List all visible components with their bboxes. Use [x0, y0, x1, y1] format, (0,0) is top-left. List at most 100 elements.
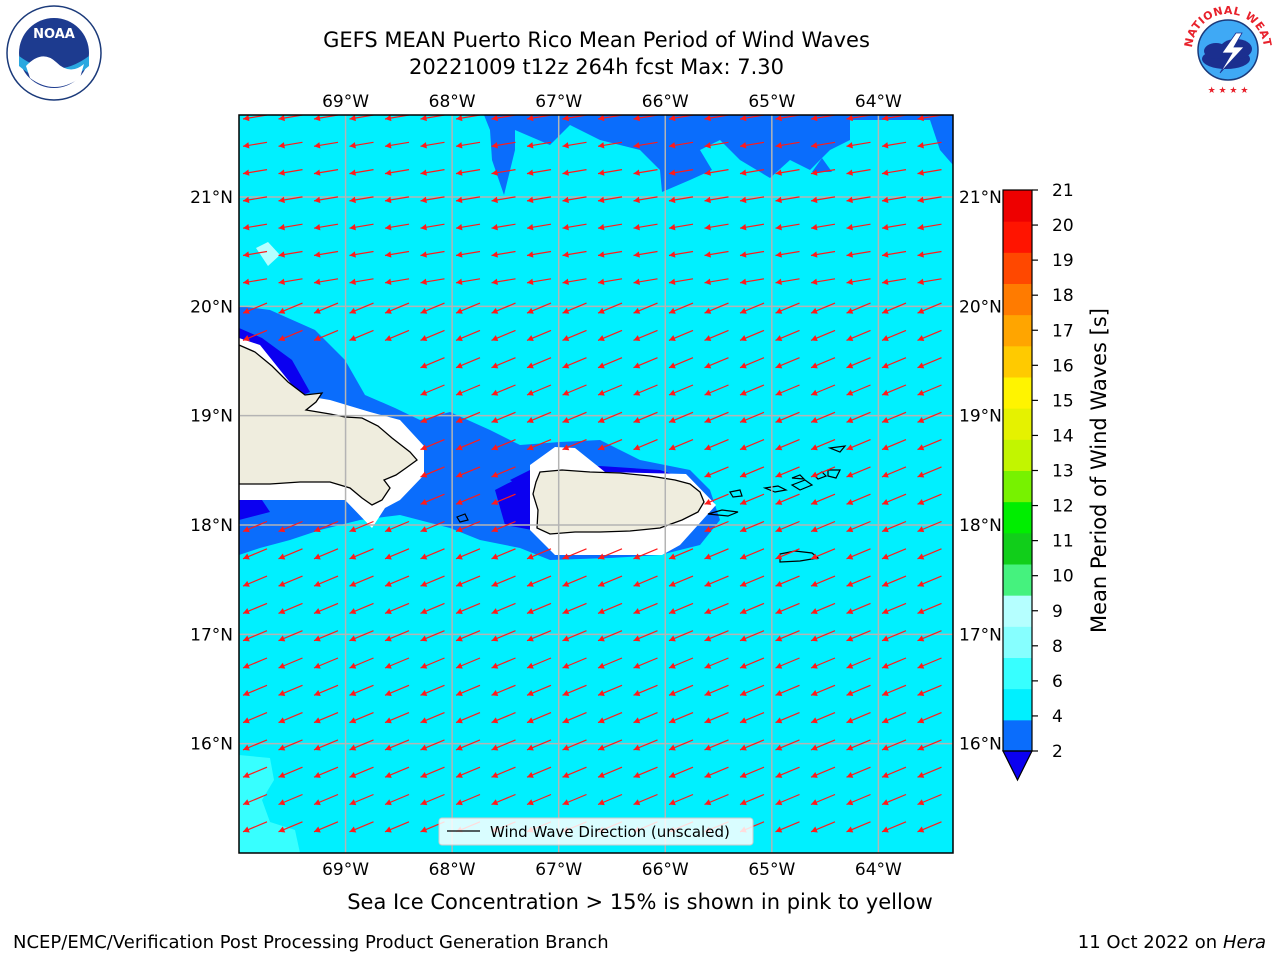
colorbar: 2 4 6 8 9 10 11 12 13 14 15 16 17 18 19 20 21 Mean Period… [1002, 181, 1111, 782]
wind-arrow-head [633, 799, 641, 806]
wind-arrow-head [491, 389, 499, 396]
wind-arrow-head [846, 142, 853, 149]
wind-arrow-head [598, 278, 605, 285]
wind-arrow-head [562, 717, 570, 724]
wind-arrow-head [562, 662, 570, 669]
wind-arrow-head [598, 635, 605, 642]
wind-arrow-head [491, 690, 499, 696]
wind-arrow-head [562, 278, 569, 285]
wind-arrow-head [846, 498, 854, 505]
wind-arrow-head [278, 690, 286, 696]
wind-arrow-head [314, 526, 321, 533]
wind-arrow-head [882, 471, 889, 478]
wind-arrow-head [775, 799, 783, 806]
wind-arrow-head [811, 224, 818, 231]
wind-arrow-head [846, 580, 854, 587]
lat-tick-label: 16°N [959, 735, 1002, 755]
wind-arrows [242, 115, 942, 833]
land-culebra [729, 489, 743, 498]
wind-arrow-head [314, 278, 321, 285]
wind-arrow-head [740, 362, 747, 369]
wind-arrow-head [598, 362, 605, 369]
wind-arrow-head [775, 526, 783, 533]
colorbar-tick-label: 21 [1052, 181, 1074, 201]
wind-arrow-head [598, 690, 605, 696]
wind-arrow-head [420, 471, 428, 478]
lat-tick-label: 17°N [959, 625, 1002, 645]
wind-arrow-head [491, 251, 498, 258]
footer-date: 11 Oct 2022 on Hera [1078, 932, 1266, 953]
wind-arrow-head [704, 799, 712, 806]
wind-arrow-head [704, 662, 712, 669]
wind-arrow-head [704, 553, 712, 560]
plot-subtitle: 20221009 t12z 264h fcst Max: 7.30 [409, 55, 784, 79]
wind-arrow-head [811, 635, 818, 642]
wind-arrow-head [491, 771, 499, 778]
wind-arrow-head [314, 224, 321, 231]
wind-arrow-head [811, 444, 818, 451]
wind-arrow-head [882, 690, 889, 696]
wind-arrow-head [456, 717, 463, 724]
wind-arrow-head [917, 196, 924, 204]
wind-arrow-head [243, 335, 250, 342]
wind-arrow-head [669, 608, 676, 615]
wind-arrow-head [562, 115, 569, 122]
wind-arrow-head [278, 251, 285, 258]
wind-arrow-head [562, 580, 570, 587]
wind-arrow-head [704, 471, 712, 478]
wind-arrow-head [456, 444, 463, 451]
wind-arrow-head [598, 771, 605, 778]
wind-arrow-head [633, 278, 640, 285]
wind-arrow-head [527, 553, 534, 560]
wind-arrow-head [917, 417, 925, 423]
wind-arrow-head [456, 526, 463, 533]
plot-frame [238, 114, 954, 854]
wind-arrow-head [846, 635, 854, 642]
wind-arrow-head [385, 771, 392, 778]
wind-arrow-head [385, 580, 392, 587]
colorbar-segment [1003, 252, 1032, 284]
wind-arrow-head [633, 717, 641, 724]
wind-arrow-head [846, 608, 854, 615]
wind-arrow-head [456, 142, 463, 149]
wind-arrow-head [882, 115, 889, 122]
wind-arrow-head [846, 662, 854, 669]
wind-arrow-head [527, 744, 534, 751]
colorbar-tick-label: 20 [1052, 216, 1074, 236]
lat-tick-label: 18°N [190, 516, 233, 536]
wind-arrow-head [740, 224, 747, 231]
wind-arrow-head [740, 744, 747, 751]
wind-arrow-head [775, 662, 783, 669]
wind-arrow-head [527, 389, 534, 396]
wind-arrow-head [598, 307, 605, 314]
wind-arrow-head [704, 362, 712, 369]
wind-arrow-head [846, 444, 854, 451]
wind-arrow-head [456, 224, 463, 231]
wind-arrow-head [633, 389, 641, 396]
wind-arrow-head [811, 771, 818, 778]
wind-arrow-head [917, 444, 925, 451]
wind-arrow-head [740, 389, 747, 396]
wind-arrow-head [811, 608, 818, 615]
colorbar-segment [1003, 314, 1032, 347]
wind-arrow-head [633, 635, 641, 642]
wind-arrow-head [491, 471, 499, 478]
wind-arrow-head [349, 335, 357, 342]
wind-arrow-head [917, 553, 925, 560]
colorbar-segment [1003, 657, 1032, 690]
wind-arrow-head [669, 142, 676, 149]
wind-arrow-head [846, 690, 854, 696]
wind-arrow-head [811, 690, 818, 696]
wind-arrow-head [527, 307, 534, 314]
wind-arrow-head [491, 417, 499, 423]
wind-arrow-head [704, 307, 712, 314]
wind-arrow-head [669, 744, 676, 751]
wind-arrow-head [314, 142, 321, 149]
wind-arrow-head [669, 771, 676, 778]
wind-arrow-head [775, 771, 783, 778]
wind-arrow-head [385, 635, 392, 642]
land-mona-island [456, 513, 469, 523]
wind-arrow-head [811, 362, 818, 369]
wind-arrow-head [740, 196, 747, 204]
wind-arrow-head [669, 662, 676, 669]
